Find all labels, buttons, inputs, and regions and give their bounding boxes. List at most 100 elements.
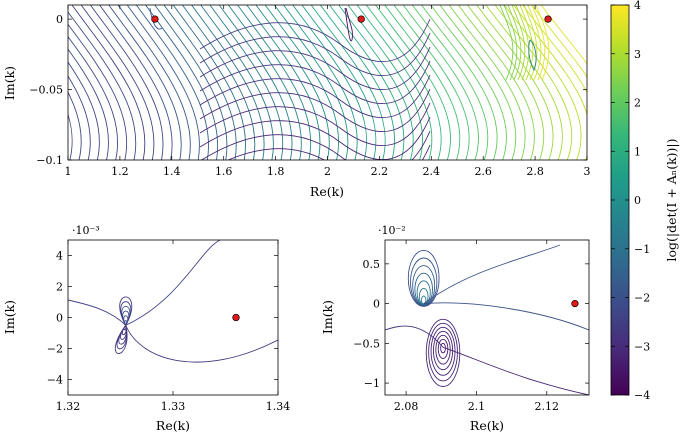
x-tick-label: 1.8 <box>267 165 285 178</box>
colorbar-tick-label: 3 <box>634 48 641 61</box>
bottom-left-contours <box>68 240 278 363</box>
contour-line <box>199 116 431 160</box>
contour-line <box>511 5 526 81</box>
x-tick-label: 2.08 <box>394 400 419 413</box>
contour-line <box>430 326 456 376</box>
top-plot: 1 1.2 1.4 1.6 1.8 2 2.2 2.4 2.6 2.8 3 0 −0.05 −0.1 Re… <box>2 4 591 199</box>
bottom-left-ticks: 1.32 1.33 1.34 4 2 0 −2 −4 <box>47 240 290 413</box>
contour-line <box>68 91 82 160</box>
contour-line <box>476 5 554 160</box>
x-tick-label: 2.1 <box>468 400 486 413</box>
contour-line <box>182 5 256 160</box>
x-tick-label: 1 <box>65 165 72 178</box>
resonance-marker <box>151 15 159 23</box>
contour-line <box>531 5 546 81</box>
contour-line <box>540 5 587 65</box>
contour-line <box>200 5 274 160</box>
contour-line <box>228 5 302 160</box>
contour-line <box>292 5 368 160</box>
contour-line <box>136 5 209 160</box>
bottom-right-markers <box>571 299 579 308</box>
contour-line <box>68 35 119 160</box>
contour-line <box>71 5 146 160</box>
contour-line <box>347 5 423 160</box>
contour-line <box>385 325 444 348</box>
x-tick-label: 2.2 <box>371 165 389 178</box>
y-tick-label: −0.1 <box>36 154 63 167</box>
contour-line <box>523 5 538 81</box>
contour-line <box>68 61 100 160</box>
x-tick-label: 1.6 <box>215 165 233 178</box>
contour-line <box>199 74 431 118</box>
bottom-right-ticks: 2.08 2.1 2.12 0.5 0 −0.5 −1 <box>353 240 589 413</box>
colorbar-tick-label: 1 <box>634 145 641 158</box>
y-tick-label: −4 <box>47 374 63 387</box>
contour-line <box>68 113 73 160</box>
y-tick-label: 2 <box>56 281 63 294</box>
contour-line <box>329 5 405 160</box>
y-tick-label: −2 <box>47 343 63 356</box>
contour-line <box>99 5 173 160</box>
colorbar-label: log(|det(I + Aₙ(k))|) <box>664 139 679 262</box>
contour-line <box>522 5 587 94</box>
contour-line <box>375 5 451 160</box>
bottom-left-markers <box>232 313 240 322</box>
contour-line <box>515 5 530 81</box>
x-tick-label: 2 <box>324 165 331 178</box>
contour-line <box>119 296 133 326</box>
contour-line <box>503 5 518 81</box>
bottom-right-frame <box>384 239 590 396</box>
resonance-marker <box>232 313 240 322</box>
contour-line <box>430 5 507 160</box>
x-tick-label: 3 <box>584 165 591 178</box>
x-tick-label: 1.2 <box>111 165 129 178</box>
contour-line <box>68 48 110 160</box>
contour-line <box>237 5 312 160</box>
contour-line <box>264 5 340 160</box>
y-tick-label: −1 <box>364 377 380 390</box>
bottom-right-plot: 2.08 2.1 2.12 0.5 0 −0.5 −1 ·10⁻² Re(k) Im(k) <box>320 224 590 433</box>
contour-line <box>384 5 461 160</box>
x-tick-label: 1.33 <box>161 400 186 413</box>
contour-line <box>421 5 498 160</box>
contour-line <box>191 5 265 160</box>
contour-line <box>149 7 163 30</box>
contour-line <box>301 5 377 160</box>
contour-line <box>531 5 587 78</box>
bottom-right-ylabel: Im(k) <box>320 300 335 334</box>
contour-line <box>126 5 200 160</box>
bottom-left-plot: 1.32 1.33 1.34 4 2 0 −2 −4 ·10⁻³ Re(k) Im(k) <box>2 224 290 433</box>
y-tick-label: 0.5 <box>363 258 381 271</box>
top-markers <box>151 15 552 23</box>
x-tick-label: 1.34 <box>266 400 291 413</box>
contour-line <box>163 5 237 160</box>
contour-line <box>199 60 431 104</box>
contour-line <box>485 5 563 160</box>
contour-line <box>393 5 470 160</box>
bottom-left-frame <box>67 239 279 396</box>
colorbar-tick-label: 0 <box>634 194 641 207</box>
colorbar-tick-label: −1 <box>634 243 650 256</box>
contour-line <box>416 280 431 306</box>
contour-line <box>320 5 395 160</box>
contour-line <box>209 5 284 160</box>
contour-line <box>68 75 91 160</box>
contour-line <box>535 5 550 81</box>
contour-line <box>80 5 155 160</box>
contour-line <box>499 5 514 81</box>
bottom-left-scale: ·10⁻³ <box>72 224 100 237</box>
contour-line <box>423 302 589 331</box>
top-xlabel: Re(k) <box>310 184 344 199</box>
y-tick-label: −0.5 <box>353 337 380 350</box>
x-tick-label: 1.4 <box>163 165 181 178</box>
contour-line <box>407 249 440 307</box>
contour-line <box>199 102 431 146</box>
colorbar-tick-label: −2 <box>634 292 650 305</box>
y-tick-label: −0.05 <box>29 84 63 97</box>
contour-line <box>199 46 431 90</box>
contour-line <box>68 299 127 326</box>
resonance-marker <box>544 15 552 23</box>
contour-line <box>467 5 545 160</box>
contour-line <box>458 5 535 160</box>
bottom-right-contours <box>385 244 589 395</box>
